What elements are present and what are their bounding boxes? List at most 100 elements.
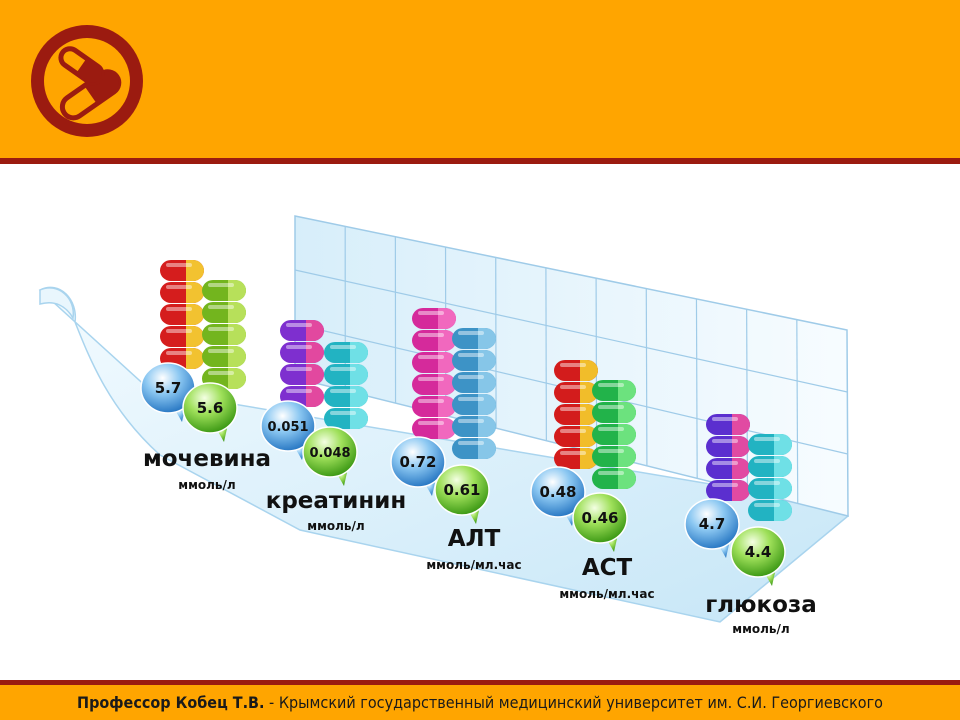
capsule-cap <box>438 308 457 329</box>
capsule-shine <box>598 449 624 453</box>
value-label: 0.051 <box>267 420 308 435</box>
value-bubble-series-1: 5.7 <box>140 362 196 422</box>
capsule-cap <box>350 386 369 407</box>
value-bubble-series-2: 0.048 <box>302 426 358 486</box>
value-label: 0.72 <box>399 453 436 471</box>
footer: Профессор Кобец Т.В. - Крымский государс… <box>0 685 960 720</box>
capsule-stacks <box>160 260 792 521</box>
capsule-cap <box>228 324 247 345</box>
capsule-shine <box>598 471 624 475</box>
capsule-cap <box>478 438 497 459</box>
footer-separator: - <box>264 693 279 712</box>
capsule-shine <box>560 429 586 433</box>
capsule-cap <box>618 468 636 489</box>
capsule-cap <box>228 368 247 389</box>
footer-institution: Крымский государственный медицинский уни… <box>278 693 883 712</box>
capsule-cap <box>186 260 205 281</box>
capsule-shine <box>458 353 484 357</box>
bubble-shape <box>684 498 740 550</box>
grid-lines <box>294 226 848 504</box>
capsule-stack-series-2 <box>452 328 497 459</box>
capsule-cap <box>186 282 205 303</box>
capsule-cap <box>732 480 751 501</box>
capsule-cap <box>478 350 497 371</box>
header-divider <box>0 158 960 164</box>
category-label: АСТ <box>582 555 633 581</box>
capsule-shine <box>166 307 192 311</box>
category-label: АЛТ <box>448 526 501 552</box>
capsule-cap <box>618 446 636 467</box>
bubble-shape <box>434 464 490 516</box>
capsule-shine <box>418 333 444 337</box>
floor-curl <box>39 287 75 321</box>
bubble-shape <box>390 436 446 488</box>
capsule-cap <box>350 342 369 363</box>
value-bubble-series-2: 0.61 <box>434 464 490 524</box>
capsule-cap <box>774 434 792 455</box>
capsule-cap <box>186 326 205 347</box>
capsule-shine <box>458 441 484 445</box>
capsule-shine <box>754 503 780 507</box>
capsule-cap <box>478 328 496 349</box>
capsule-cap <box>228 280 247 301</box>
capsule-cap <box>618 424 636 445</box>
capsule-cap <box>438 374 457 395</box>
capsule-cap <box>732 458 751 479</box>
capsule-shine <box>754 437 780 441</box>
capsule-shine <box>208 305 234 309</box>
value-label: 0.48 <box>539 483 576 501</box>
capsule-shine <box>560 363 586 367</box>
capsule-shine <box>458 419 484 423</box>
value-label: 4.4 <box>745 543 772 561</box>
value-bubble-series-1: 0.72 <box>390 436 446 496</box>
capsule-shine <box>560 451 586 455</box>
capsule-shine <box>418 355 444 359</box>
footer-author: Профессор Кобец Т.В. <box>77 693 265 712</box>
capsule-shine <box>286 389 312 393</box>
bubble-shape <box>302 426 358 478</box>
capsule-cap <box>438 330 457 351</box>
capsule-cap <box>228 302 247 323</box>
capsule-shine <box>286 323 312 327</box>
bubble-shape <box>572 492 628 544</box>
unit-label: ммоль/мл.час <box>559 587 654 601</box>
capsule-cap <box>228 346 247 367</box>
category-label: глюкоза <box>705 592 817 618</box>
unit-label: ммоль/л <box>307 519 364 533</box>
category-labels: мочевина ммоль/л креатинин ммоль/л АЛТ ммоль/… <box>143 446 817 636</box>
capsule-stack-series-1 <box>412 308 457 439</box>
unit-label: ммоль/л <box>178 478 235 492</box>
capsule-shine <box>208 327 234 331</box>
bubble-shape <box>182 382 238 434</box>
bubble-shape <box>260 400 316 452</box>
capsule-cap <box>306 342 324 363</box>
capsule-cap <box>306 364 324 385</box>
capsule-shine <box>166 351 192 355</box>
capsule-cap <box>438 418 457 439</box>
value-label: 0.61 <box>443 481 480 499</box>
capsule-shine <box>166 285 192 289</box>
value-label: 0.048 <box>309 446 350 461</box>
value-label: 5.7 <box>155 379 182 397</box>
category-label: мочевина <box>143 446 271 472</box>
capsule-shine <box>166 329 192 333</box>
grid-line-horizontal <box>294 269 848 393</box>
header-bar <box>0 0 960 158</box>
capsule-cap <box>350 408 369 429</box>
capsule-cap <box>478 394 497 415</box>
capsule-shine <box>560 407 586 411</box>
pill-capsule-icon <box>31 25 143 137</box>
footer-divider <box>0 680 960 685</box>
capsule-stack-series-2 <box>748 434 792 521</box>
capsule-cap <box>186 304 205 325</box>
capsule-shine <box>208 349 234 353</box>
value-label: 0.46 <box>581 509 618 527</box>
unit-label: ммоль/л <box>732 622 789 636</box>
capsule-shine <box>330 411 356 415</box>
capsule-shine <box>330 389 356 393</box>
capsule-stack-series-1 <box>280 320 324 407</box>
capsule-shine <box>418 399 444 403</box>
capsule-cap <box>478 372 497 393</box>
